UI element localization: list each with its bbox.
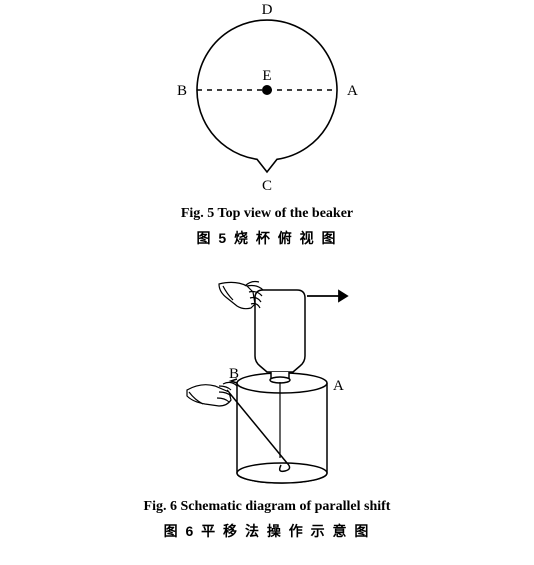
label-d: D [262, 2, 273, 18]
label-e: E [262, 68, 271, 84]
label-a-fig6: A [333, 378, 344, 394]
label-b: B [177, 83, 187, 99]
label-a: A [347, 83, 358, 99]
page: D C B A E Fig. 5 Top view of the beaker … [0, 0, 534, 565]
center-dot-icon [262, 85, 272, 95]
label-b-fig6: B [229, 366, 239, 382]
label-c: C [262, 178, 272, 194]
figure-5-block: D C B A E Fig. 5 Top view of the beaker … [0, 0, 534, 248]
figure-5-caption-en: Fig. 5 Top view of the beaker [0, 206, 534, 222]
beaker-top-view-diagram: D C B A E [147, 0, 387, 195]
shift-arrow-icon [307, 291, 347, 301]
figure-5-caption-zh: 图 5 烧 杯 俯 视 图 [0, 228, 534, 248]
reagent-bottle-icon [255, 290, 305, 383]
lower-hand-icon [187, 382, 237, 406]
figure-6-caption-zh: 图 6 平 移 法 操 作 示 意 图 [0, 521, 534, 541]
parallel-shift-diagram: B A [147, 278, 387, 488]
beaker-icon [231, 373, 327, 483]
figure-6-caption-en: Fig. 6 Schematic diagram of parallel shi… [0, 499, 534, 515]
figure-6-block: B A Fig. 6 Schematic diagram of parallel… [0, 278, 534, 541]
beaker-outline-icon [197, 20, 337, 172]
